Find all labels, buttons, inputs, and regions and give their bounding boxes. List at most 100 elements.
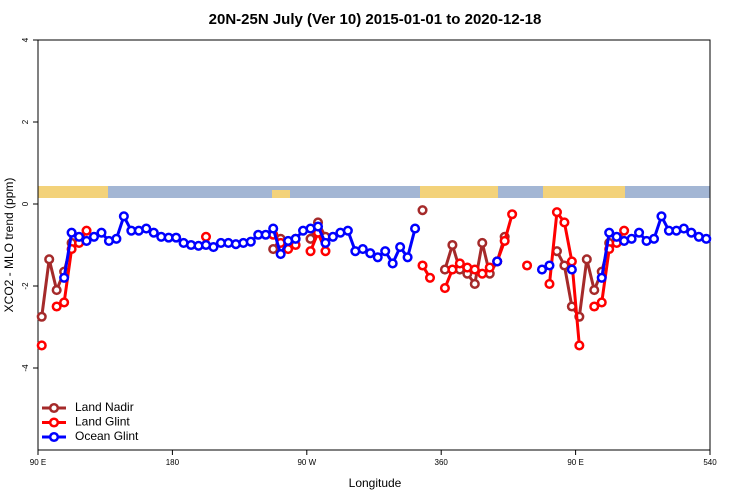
point [559,217,570,228]
point [477,237,488,248]
x-tick-label: 540 [703,458,717,467]
point [544,278,555,290]
point [81,235,92,246]
point [656,211,667,222]
legend-marker [48,402,60,414]
point [402,252,413,263]
legend-marker [48,417,60,428]
x-tick-label: 90 E [30,458,46,467]
legend-label: Ocean Glint [75,429,139,443]
point [66,227,77,238]
map-strip [38,186,710,198]
point [51,301,62,312]
point [619,225,630,236]
point [417,260,428,271]
x-tick-label: 90 E [567,458,583,467]
point [171,232,182,243]
point [492,256,503,267]
point [44,254,55,265]
point [596,297,607,308]
legend-label: Land Glint [75,415,130,429]
point [59,297,70,308]
point [507,209,518,220]
point [499,235,510,246]
point [268,223,279,234]
y-tick-label: -2 [21,282,30,290]
point [290,233,301,244]
point [395,242,406,253]
point [260,229,271,240]
point [604,227,615,238]
point [447,239,458,251]
point [536,264,548,275]
point [141,223,152,234]
point [417,205,428,216]
point [59,272,70,283]
point [327,231,338,242]
point [357,244,368,255]
point [626,233,637,244]
point [544,260,555,271]
y-tick-label: -4 [21,364,30,372]
point [245,236,256,247]
point [200,231,212,242]
point [268,244,279,255]
point [372,252,383,263]
point [522,260,533,271]
point [566,256,577,267]
point [51,285,62,296]
point [88,231,100,242]
plot-frame [37,39,711,451]
y-tick-label: 2 [21,119,30,124]
point [477,268,488,279]
legend-label: Land Nadir [75,400,134,414]
point [342,225,353,236]
x-axis-label: Longitude [349,476,402,490]
point [551,207,562,218]
y-axis-label: XCO2 - MLO trend (ppm) [2,178,16,313]
point [701,233,712,244]
point [305,246,316,257]
point [611,231,622,242]
point [208,242,219,253]
point [118,211,129,222]
point [365,248,376,259]
point [36,340,47,351]
legend-marker [48,431,60,443]
point [559,260,570,271]
point [111,233,122,244]
chart-title: 20N-25N July (Ver 10) 2015-01-01 to 2020… [209,11,542,28]
point [634,227,645,238]
series-line [547,208,581,346]
x-tick-label: 90 W [297,458,316,467]
point [320,237,331,248]
point [686,227,697,238]
point [439,283,450,294]
point [678,223,689,234]
point [320,246,331,257]
y-tick-label: 4 [21,37,30,42]
point [454,258,465,269]
point [312,221,324,232]
point [81,225,92,236]
point [581,254,592,265]
point [589,285,600,296]
point [380,246,391,257]
point [447,264,458,275]
point [148,227,159,238]
point [484,262,495,273]
point [387,258,398,269]
point [469,264,480,275]
point [589,301,600,312]
point [96,227,107,238]
point [275,248,286,260]
point [648,233,660,244]
point [74,231,85,242]
point [410,223,421,234]
point [574,340,585,351]
point [469,278,480,290]
point [424,272,436,283]
point [566,264,577,275]
x-tick-label: 180 [166,458,180,467]
